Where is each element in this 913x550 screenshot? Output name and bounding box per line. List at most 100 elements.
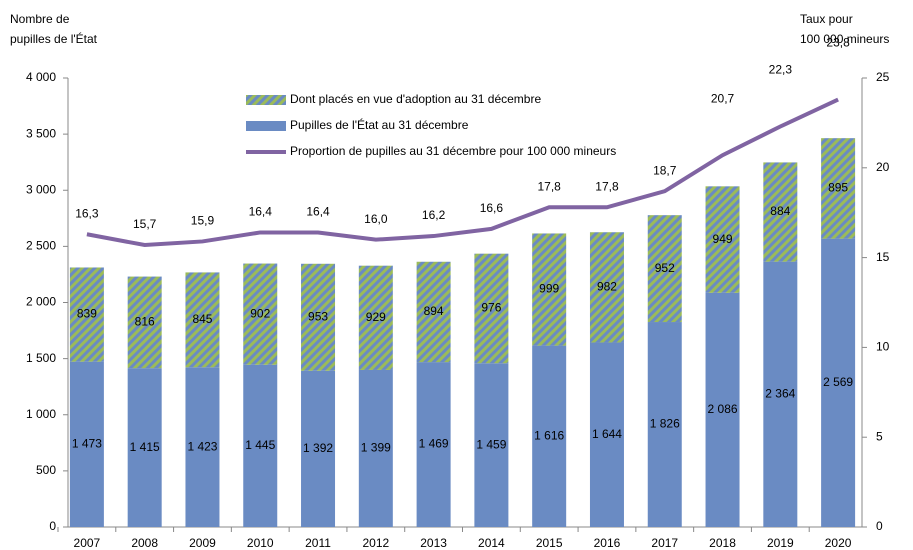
y2-label: Taux pour (800, 12, 853, 26)
line-label: 16,6 (480, 201, 504, 215)
y2-tick-label: 0 (876, 519, 883, 533)
value-label: 1 392 (303, 441, 333, 455)
bar (647, 215, 682, 323)
value-label: 982 (597, 280, 617, 294)
value-label: 929 (366, 310, 386, 324)
value-label: 1 459 (476, 437, 506, 451)
y-tick-label: 1 000 (26, 407, 56, 421)
value-label: 2 364 (765, 386, 795, 400)
bar (705, 292, 740, 527)
y2-tick-label: 25 (876, 70, 890, 84)
x-tick-label: 2012 (362, 536, 389, 550)
y-tick-label: 2 000 (26, 295, 56, 309)
line-label: 16,4 (249, 205, 273, 219)
x-tick-label: 2017 (651, 536, 678, 550)
value-label: 1 644 (592, 427, 622, 441)
y2-tick-label: 10 (876, 340, 890, 354)
bar (532, 233, 567, 346)
bar (532, 345, 567, 527)
value-label: 952 (655, 261, 675, 275)
bar (763, 261, 798, 527)
value-label: 999 (539, 282, 559, 296)
value-label: 949 (713, 232, 733, 246)
value-label: 884 (770, 204, 790, 218)
y-tick-label: 3 500 (26, 126, 56, 140)
bar (416, 261, 451, 363)
line-label: 16,0 (364, 212, 388, 226)
value-label: 953 (308, 309, 328, 323)
value-label: 2 569 (823, 375, 853, 389)
value-label: 1 469 (419, 437, 449, 451)
bar (416, 362, 451, 527)
bar (185, 367, 220, 527)
y2-label: 100 000 mineurs (800, 32, 889, 46)
x-tick-label: 2010 (247, 536, 274, 550)
x-tick-label: 2018 (709, 536, 736, 550)
y-tick-label: 0 (49, 519, 56, 533)
line-label: 23,8 (826, 36, 850, 50)
value-label: 1 399 (361, 441, 391, 455)
line-label: 16,3 (75, 206, 99, 220)
bar (647, 322, 682, 527)
bar (127, 368, 162, 527)
bar (821, 138, 856, 239)
value-label: 839 (77, 307, 97, 321)
value-label: 976 (481, 301, 501, 315)
line-label: 17,8 (537, 179, 561, 193)
bar (185, 272, 220, 368)
x-tick-label: 2013 (420, 536, 447, 550)
x-tick-label: 2016 (594, 536, 621, 550)
legend-label: Pupilles de l'État au 31 décembre (290, 117, 469, 132)
value-label: 1 616 (534, 428, 564, 442)
bar (69, 267, 104, 362)
y2-tick-label: 15 (876, 250, 890, 264)
value-label: 2 086 (708, 402, 738, 416)
value-label: 902 (250, 306, 270, 320)
legend-swatch (246, 121, 286, 131)
value-label: 1 423 (187, 439, 217, 453)
line-label: 16,4 (306, 205, 330, 219)
y-label: Nombre de (10, 12, 70, 26)
y-label: pupilles de l'État (10, 31, 98, 46)
y-tick-label: 2 500 (26, 239, 56, 253)
value-label: 1 473 (72, 436, 102, 450)
line-label: 17,8 (595, 179, 619, 193)
value-label: 1 826 (650, 417, 680, 431)
bar (243, 263, 278, 365)
y-tick-label: 3 000 (26, 182, 56, 196)
x-tick-label: 2007 (74, 536, 101, 550)
bar (69, 361, 104, 527)
value-label: 895 (828, 181, 848, 195)
bar (301, 370, 336, 527)
x-tick-label: 2015 (536, 536, 563, 550)
x-tick-label: 2020 (825, 536, 852, 550)
line-label: 18,7 (653, 163, 677, 177)
line-label: 20,7 (711, 91, 735, 105)
bar (358, 265, 393, 370)
x-tick-label: 2009 (189, 536, 216, 550)
bar (589, 232, 624, 343)
value-label: 1 415 (130, 440, 160, 454)
bar (474, 253, 509, 364)
x-tick-label: 2014 (478, 536, 505, 550)
line-label: 22,3 (769, 63, 793, 77)
line-label: 15,7 (133, 217, 157, 231)
y-tick-label: 1 500 (26, 351, 56, 365)
y-tick-label: 4 000 (26, 70, 56, 84)
bar (358, 369, 393, 527)
y2-tick-label: 20 (876, 160, 890, 174)
legend-label: Proportion de pupilles au 31 décembre po… (290, 144, 616, 158)
bar (243, 364, 278, 527)
line-label: 15,9 (191, 214, 215, 228)
line (86, 97, 839, 248)
bar (127, 276, 162, 369)
bar (301, 263, 336, 371)
bar (474, 363, 509, 527)
value-label: 1 445 (245, 438, 275, 452)
y2-tick-label: 5 (876, 429, 883, 443)
value-label: 845 (192, 312, 212, 326)
y-tick-label: 500 (36, 463, 56, 477)
bar (763, 162, 798, 262)
value-label: 816 (135, 315, 155, 329)
